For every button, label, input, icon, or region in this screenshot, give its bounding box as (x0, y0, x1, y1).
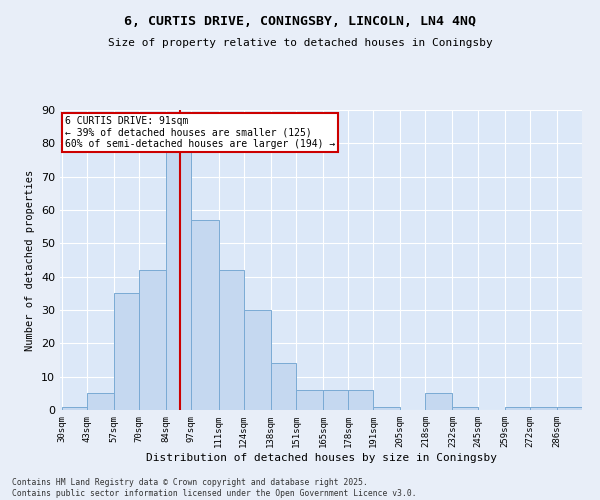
Bar (218, 270, 244, 410)
Bar (244, 310, 271, 410)
Bar (348, 390, 373, 410)
X-axis label: Distribution of detached houses by size in Coningsby: Distribution of detached houses by size … (146, 452, 497, 462)
Bar (452, 406, 478, 410)
Bar (191, 220, 218, 410)
Bar (323, 390, 348, 410)
Bar (296, 390, 323, 410)
Bar (425, 394, 452, 410)
Bar (530, 406, 557, 410)
Bar (271, 364, 296, 410)
Y-axis label: Number of detached properties: Number of detached properties (25, 170, 35, 350)
Bar (87, 394, 114, 410)
Text: 6, CURTIS DRIVE, CONINGSBY, LINCOLN, LN4 4NQ: 6, CURTIS DRIVE, CONINGSBY, LINCOLN, LN4… (124, 15, 476, 28)
Bar (114, 294, 139, 410)
Bar (557, 406, 582, 410)
Bar (505, 406, 530, 410)
Bar (139, 270, 166, 410)
Text: Size of property relative to detached houses in Coningsby: Size of property relative to detached ho… (107, 38, 493, 48)
Bar (62, 406, 87, 410)
Text: 6 CURTIS DRIVE: 91sqm
← 39% of detached houses are smaller (125)
60% of semi-det: 6 CURTIS DRIVE: 91sqm ← 39% of detached … (65, 116, 335, 149)
Text: Contains HM Land Registry data © Crown copyright and database right 2025.
Contai: Contains HM Land Registry data © Crown c… (12, 478, 416, 498)
Bar (166, 130, 191, 410)
Bar (373, 406, 400, 410)
